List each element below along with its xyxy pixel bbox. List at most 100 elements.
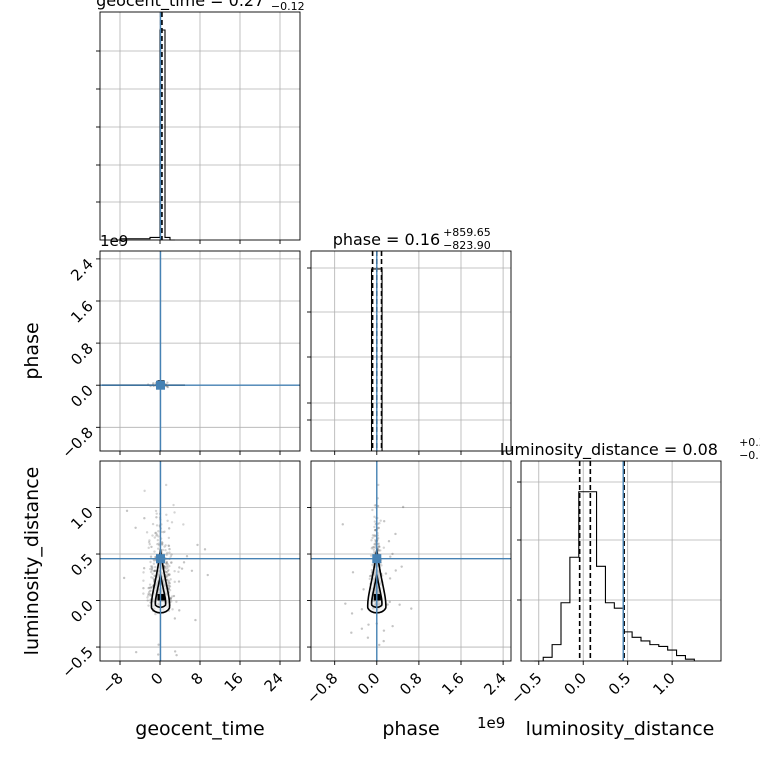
scatter-point xyxy=(173,580,176,584)
scatter-point xyxy=(165,560,168,564)
scatter-point xyxy=(351,571,355,574)
scatter-point xyxy=(168,582,171,585)
scatter-point xyxy=(344,602,347,605)
x-tick-label: 24 xyxy=(261,669,287,695)
scatter-point xyxy=(410,607,413,610)
scatter-point xyxy=(379,549,382,552)
x-tick-label: 0.0 xyxy=(354,669,384,699)
scatter-point xyxy=(380,564,383,567)
y-tick-label: −0.8 xyxy=(58,423,96,461)
scatter-point xyxy=(155,512,158,515)
scatter-point xyxy=(373,504,377,507)
x-axis-label-phase: phase xyxy=(382,718,439,740)
scatter-point xyxy=(150,586,153,589)
scatter-point xyxy=(166,574,169,577)
scatter-point xyxy=(172,503,175,507)
scatter-point xyxy=(170,561,173,564)
scatter-point xyxy=(157,530,160,533)
scatter-point xyxy=(387,540,391,543)
title-lower: −0.12 xyxy=(739,449,760,462)
x-tick-label: 2.4 xyxy=(480,669,510,699)
scatter-point xyxy=(152,382,155,385)
scatter-point xyxy=(166,566,169,569)
x-tick-label: 1.0 xyxy=(649,669,679,699)
scatter-point xyxy=(377,483,380,487)
scatter-point xyxy=(150,567,154,571)
scatter-point xyxy=(148,592,151,596)
panel-2-2 xyxy=(517,460,722,665)
scatter-point xyxy=(153,536,157,539)
scatter-point xyxy=(154,565,157,569)
scatter-point xyxy=(370,539,373,542)
scatter-point xyxy=(367,623,370,626)
scatter-point xyxy=(167,574,170,577)
scatter-point xyxy=(154,555,157,559)
scatter-point xyxy=(168,547,171,551)
scatter-point xyxy=(382,639,385,643)
scatter-point xyxy=(182,523,185,526)
scatter-point xyxy=(180,567,184,570)
offset-text-phase-y: 1e9 xyxy=(100,232,128,250)
scatter-point xyxy=(154,612,157,616)
scatter-point xyxy=(169,578,172,581)
scatter-point xyxy=(167,583,170,587)
scatter-point xyxy=(377,526,380,530)
scatter-point xyxy=(163,565,167,569)
scatter-point xyxy=(153,569,156,572)
scatter-point xyxy=(360,627,364,630)
scatter-point xyxy=(171,595,174,598)
scatter-point xyxy=(163,545,166,548)
scatter-point xyxy=(373,525,376,529)
scatter-point xyxy=(373,515,376,519)
scatter-point xyxy=(167,581,170,584)
scatter-point xyxy=(164,548,167,552)
scatter-point xyxy=(175,653,178,657)
scatter-point xyxy=(157,643,160,646)
scatter-point xyxy=(142,567,146,570)
scatter-point xyxy=(194,618,197,622)
scatter-point xyxy=(157,535,160,538)
title-luminosity_distance: luminosity_distance = 0.08 +0.38−0.12 xyxy=(500,436,760,462)
title-lower: −0.12 xyxy=(271,0,305,13)
scatter-point xyxy=(134,650,138,654)
scatter-point xyxy=(374,543,377,546)
scatter-point xyxy=(368,574,372,578)
scatter-point xyxy=(167,579,171,583)
scatter-point xyxy=(372,545,376,549)
scatter-point xyxy=(400,565,403,568)
scatter-point xyxy=(147,546,150,550)
panel-2-0 xyxy=(96,460,301,665)
truth-marker xyxy=(156,380,165,390)
scatter-point xyxy=(168,582,171,585)
scatter-point xyxy=(371,534,375,537)
scatter-point xyxy=(149,570,153,574)
scatter-point xyxy=(154,531,157,535)
scatter-point xyxy=(165,562,168,565)
histogram-geocent_time xyxy=(119,29,175,241)
scatter-point xyxy=(165,513,168,517)
scatter-point xyxy=(196,543,199,547)
scatter-point xyxy=(169,561,173,564)
x-tick-label: 0.8 xyxy=(396,669,426,699)
scatter-point xyxy=(378,522,381,525)
panel-1-1 xyxy=(307,250,512,455)
panel-2-1 xyxy=(307,460,512,665)
panel-0-0 xyxy=(96,11,301,244)
scatter-point xyxy=(150,545,153,549)
x-tick-label: −8 xyxy=(98,669,126,697)
scatter-point xyxy=(172,594,176,598)
truth-marker xyxy=(156,554,165,564)
scatter-point xyxy=(167,568,170,572)
scatter-point xyxy=(378,643,381,647)
scatter-point xyxy=(153,574,156,577)
scatter-point xyxy=(147,604,150,607)
scatter-point xyxy=(168,588,172,592)
scatter-point xyxy=(384,572,388,575)
scatter-point xyxy=(155,534,158,537)
scatter-point xyxy=(157,542,160,545)
scatter-point xyxy=(149,589,152,592)
scatter-point xyxy=(149,594,152,597)
scatter-point xyxy=(360,608,364,611)
title-phase: phase = 0.16 +859.65−823.90 xyxy=(333,226,491,252)
title-lower: −823.90 xyxy=(443,239,491,252)
